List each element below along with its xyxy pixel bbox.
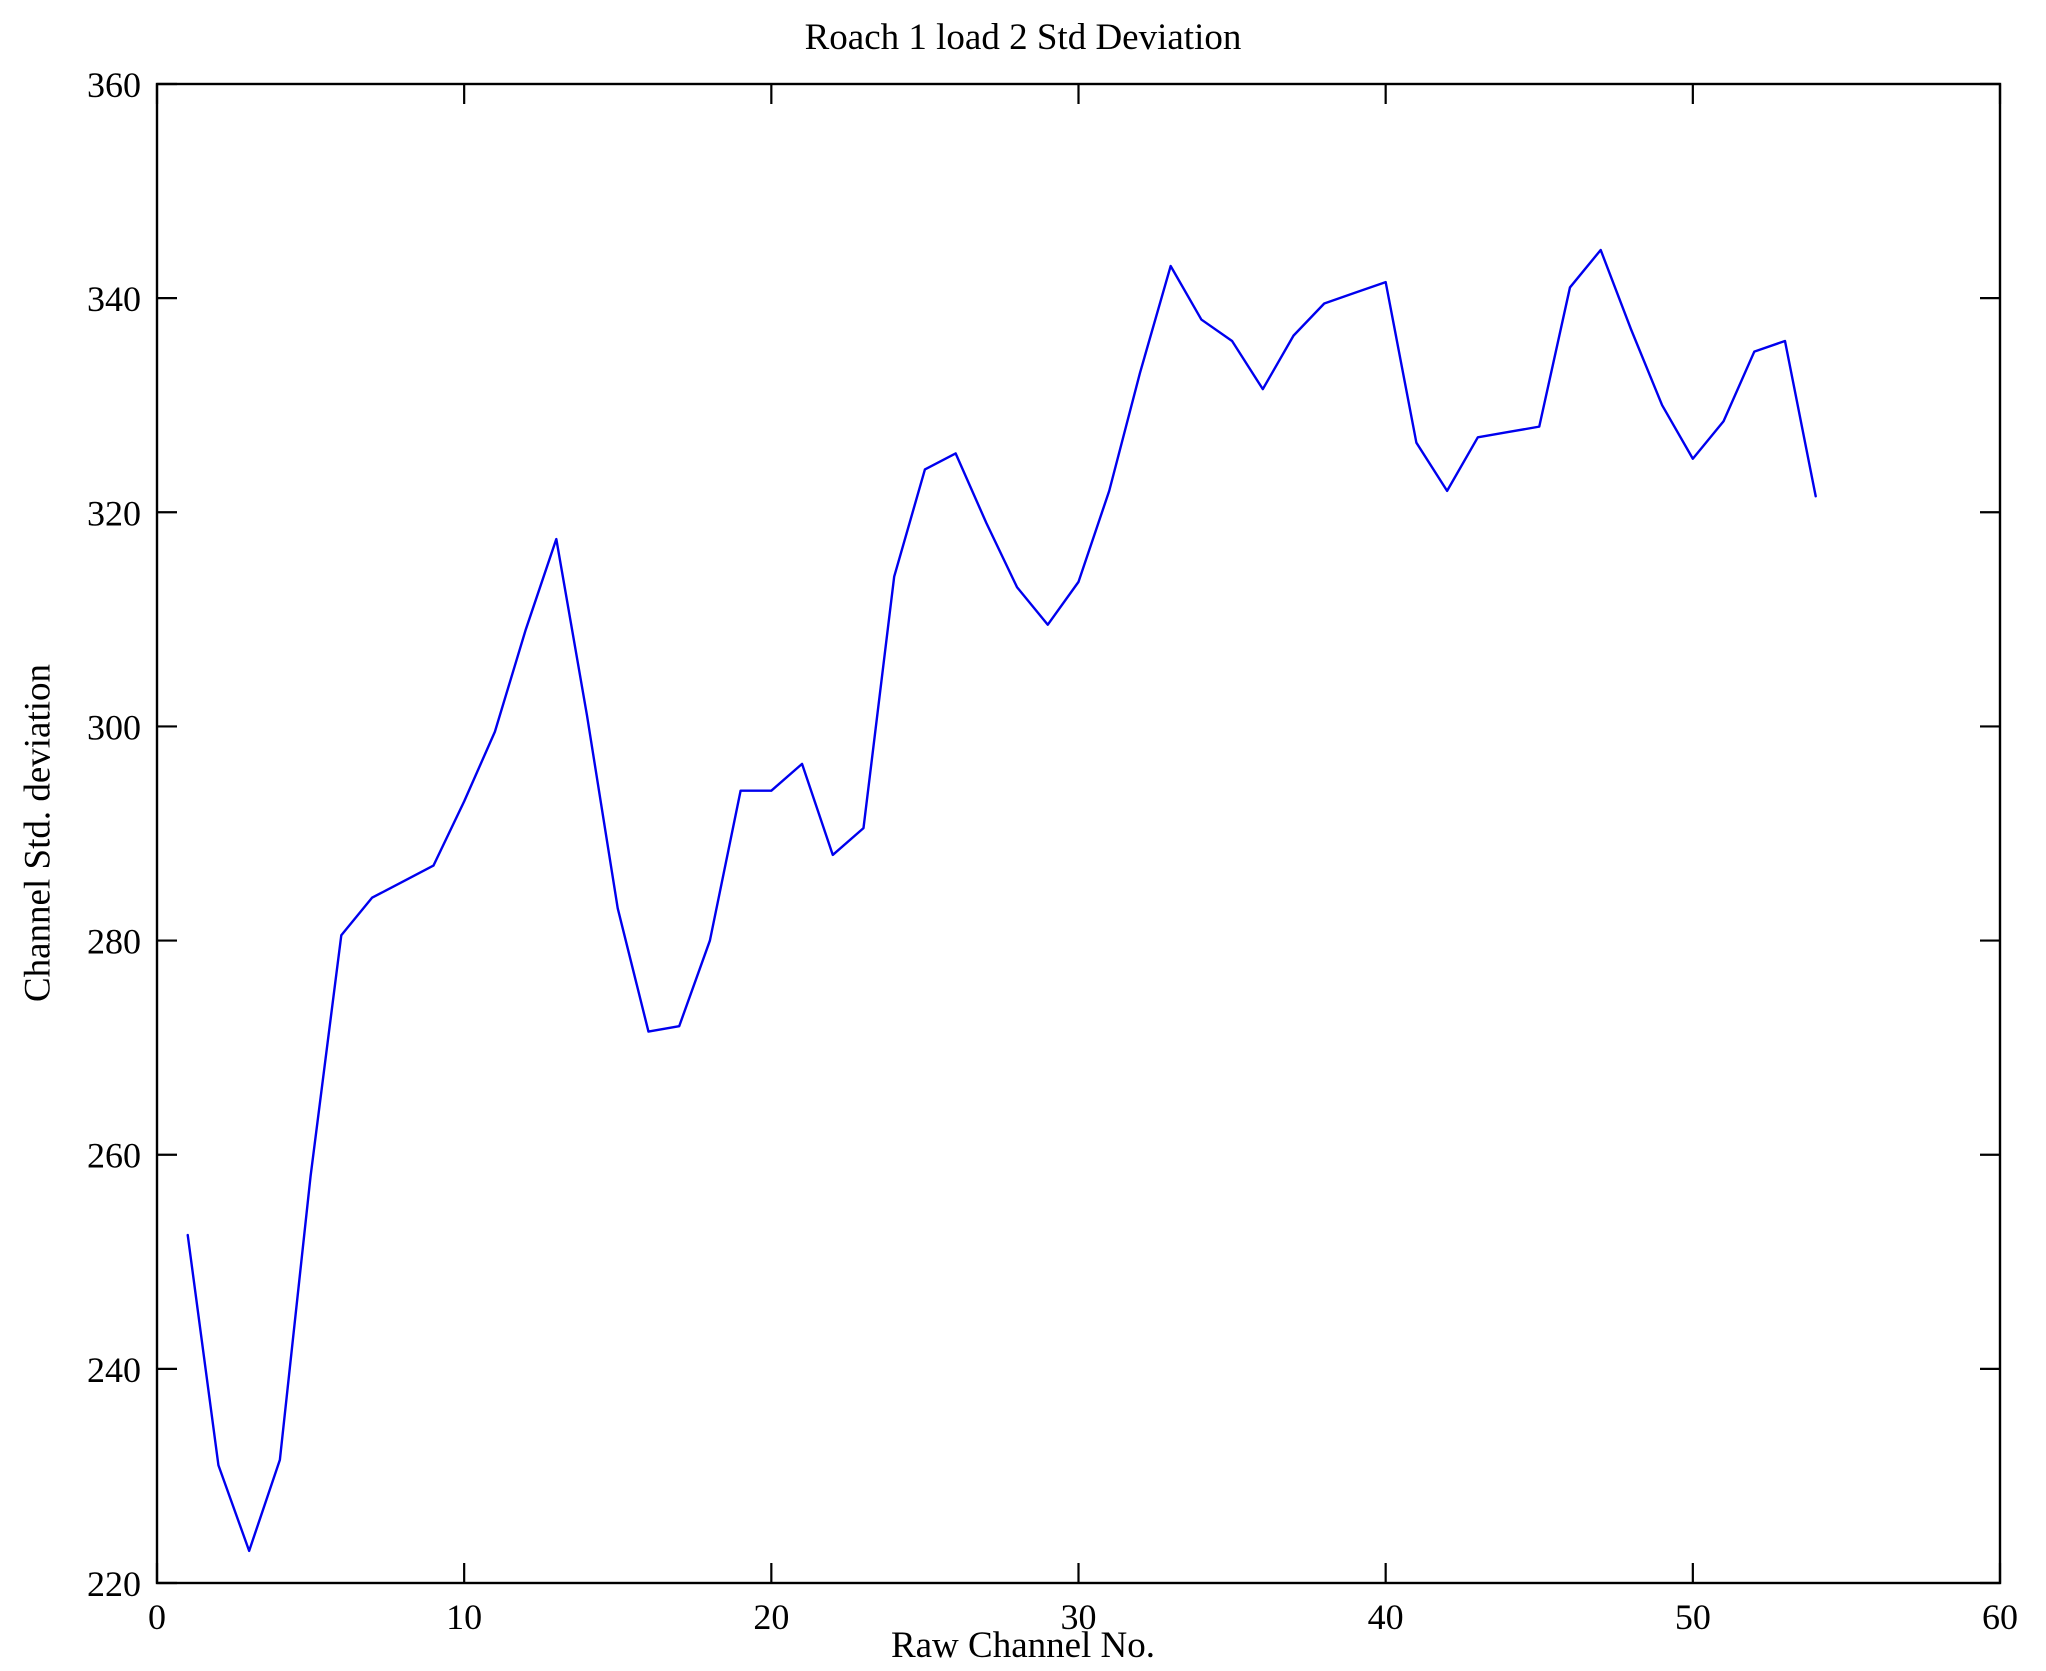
y-tick-label: 340 [87,279,141,319]
y-axis-label: Channel Std. deviation [17,663,59,1003]
x-tick-label: 40 [1368,1597,1404,1637]
y-tick-label: 360 [87,65,141,105]
x-tick-label: 50 [1675,1597,1711,1637]
y-tick-label: 220 [87,1564,141,1604]
x-tick-label: 30 [1061,1597,1097,1637]
y-tick-label: 300 [87,707,141,747]
chart-title: Roach 1 load 2 Std Deviation [804,17,1242,58]
y-tick-label: 240 [87,1350,141,1390]
x-tick-label: 60 [1982,1597,2018,1637]
plot-box [155,82,2002,1585]
y-tick-label: 320 [87,493,141,533]
x-tick-label: 20 [753,1597,789,1637]
x-tick-label: 10 [446,1597,482,1637]
y-tick-label: 280 [87,922,141,962]
x-tick-label: 0 [148,1597,166,1637]
y-tick-label: 260 [87,1136,141,1176]
x-axis-label: Raw Channel No. [890,1625,1156,1666]
data-series-line [186,248,1817,1553]
